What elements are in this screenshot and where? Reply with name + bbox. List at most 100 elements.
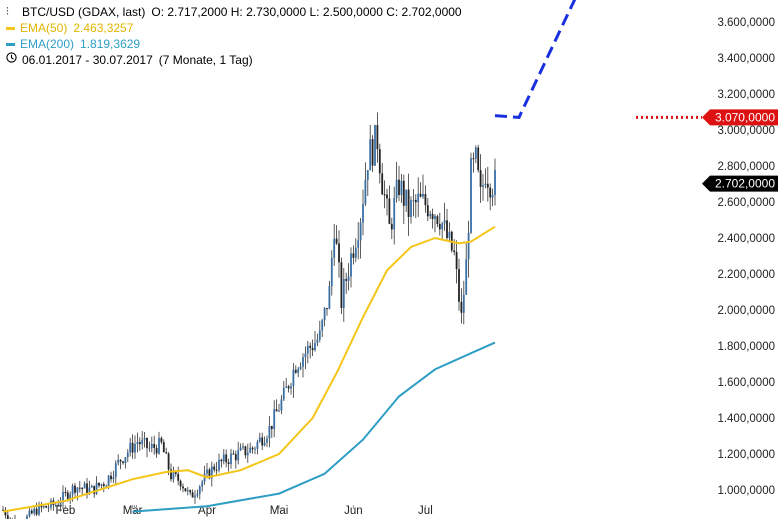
candle-body <box>306 345 309 354</box>
candle-body <box>38 504 40 515</box>
candle-body <box>105 485 108 487</box>
y-tick-label: 2.200,0000 <box>717 269 775 281</box>
candle-body <box>491 195 494 198</box>
candle-body <box>314 342 316 351</box>
candle-body <box>213 466 216 470</box>
ohlc-values: O: 2.717,2000 H: 2.730,0000 L: 2.500,000… <box>151 5 462 19</box>
candle-body <box>66 492 69 500</box>
candle-body <box>335 238 338 244</box>
candle-body <box>114 463 117 478</box>
candle-body <box>323 308 326 321</box>
candle-body <box>167 453 170 470</box>
candle-body <box>266 438 268 443</box>
candle-body <box>143 438 146 440</box>
candle-body <box>230 453 232 465</box>
candle-body <box>458 269 460 302</box>
candle-body <box>102 484 105 487</box>
candle-body <box>62 491 64 503</box>
candle-body <box>122 461 124 464</box>
candle-body <box>179 480 182 487</box>
candle-body <box>177 473 180 481</box>
candle-body <box>232 453 235 455</box>
candle-body <box>26 516 28 519</box>
candle-body <box>400 180 403 196</box>
y-tick-label: 3.200,0000 <box>717 89 775 101</box>
candle-body <box>381 173 384 195</box>
candle-body <box>438 224 441 230</box>
candle-body <box>388 198 391 224</box>
last-price-badge-bg <box>702 175 778 192</box>
candle-body <box>328 286 331 309</box>
candle-body <box>429 213 432 217</box>
candle-body <box>386 194 388 199</box>
candle-body <box>304 353 307 358</box>
candle-body <box>95 482 98 494</box>
candle-body <box>158 438 160 454</box>
candle-body <box>366 170 369 180</box>
candle-body <box>134 443 136 453</box>
candle-body <box>467 232 470 260</box>
candle-body <box>129 442 132 453</box>
candle-body <box>376 125 379 150</box>
candle-body <box>196 493 199 496</box>
candle-body <box>453 250 456 253</box>
ema200-swatch <box>6 42 15 46</box>
candle-body <box>86 483 88 494</box>
candle-body <box>54 504 57 506</box>
candle-body <box>297 368 300 373</box>
candle-body <box>40 504 43 508</box>
candlestick-icon: ⫶ <box>6 6 9 18</box>
candle-body <box>347 276 350 281</box>
candle-body <box>172 471 175 480</box>
candle-body <box>398 179 400 196</box>
candle-body <box>237 450 240 461</box>
candle-body <box>357 240 360 248</box>
candle-body <box>482 184 484 188</box>
x-tick-label: Jul <box>418 505 433 517</box>
legend-title-row: ⫶ BTC/USD (GDAX, last) O: 2.717,2000 H: … <box>6 4 462 20</box>
candle-body <box>292 369 295 387</box>
candle-body <box>378 149 381 174</box>
period-note: (7 Monate, 1 Tag) <box>158 53 253 67</box>
period-range: 06.01.2017 - 30.07.2017 <box>22 53 153 67</box>
y-tick-label: 1.200,0000 <box>717 449 775 461</box>
y-tick-label: 1.000,0000 <box>717 485 775 497</box>
candle-body <box>455 252 458 270</box>
candle-body <box>261 437 264 446</box>
candle-body <box>57 504 60 506</box>
candle-body <box>326 308 328 310</box>
candle-body <box>246 452 249 456</box>
ema50-value: 2.463,3257 <box>73 21 134 35</box>
candle-body <box>76 487 79 493</box>
candle-body <box>410 200 412 217</box>
candle-body <box>251 447 254 450</box>
candle-body <box>299 366 302 369</box>
candle-body <box>417 193 420 203</box>
price-level-badge-bg <box>702 109 778 126</box>
legend-period-row: 06.01.2017 - 30.07.2017 (7 Monate, 1 Tag… <box>6 52 462 68</box>
candle-body <box>474 147 477 159</box>
x-tick-label: Feb <box>55 505 75 517</box>
candle-body <box>98 482 100 486</box>
clock-icon <box>6 52 18 68</box>
candle-body <box>405 189 408 206</box>
candle-body <box>69 494 72 500</box>
candle-body <box>35 508 38 515</box>
y-tick-label: 3.600,0000 <box>717 17 775 29</box>
candle-body <box>182 486 184 489</box>
candle-body <box>227 462 230 465</box>
candle-body <box>162 442 165 453</box>
candle-body <box>460 301 463 313</box>
candle-body <box>33 508 36 514</box>
candle-body <box>263 442 266 446</box>
candle-body <box>28 510 31 517</box>
candle-body <box>201 481 204 487</box>
candle-body <box>494 169 496 196</box>
candle-body <box>374 125 376 166</box>
y-tick-label: 2.400,0000 <box>717 233 775 245</box>
candle-body <box>126 452 129 458</box>
candle-body <box>369 139 372 171</box>
ema50-label: EMA(50) <box>20 21 68 35</box>
candle-body <box>477 147 480 171</box>
candle-body <box>83 483 86 489</box>
